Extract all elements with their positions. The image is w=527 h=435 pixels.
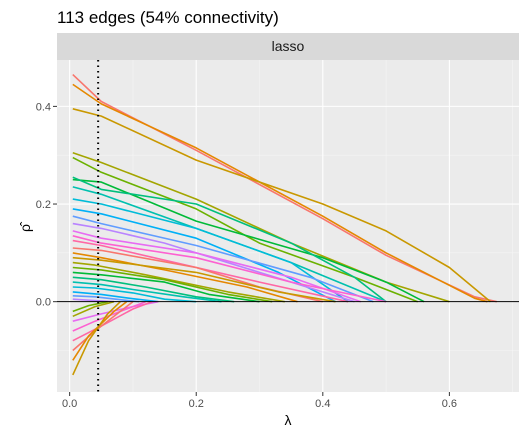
series-line bbox=[72, 215, 374, 303]
series-line bbox=[72, 266, 273, 303]
series-line bbox=[72, 235, 387, 303]
series-line bbox=[72, 286, 197, 303]
series-line bbox=[72, 152, 450, 303]
series-line bbox=[72, 295, 140, 303]
y-axis-label: ρ̂ bbox=[17, 221, 33, 232]
series-line bbox=[72, 176, 387, 303]
series-line bbox=[72, 156, 418, 303]
y-tick-label: 0.4 bbox=[36, 101, 51, 113]
series-line bbox=[72, 281, 222, 303]
series-line bbox=[72, 291, 159, 303]
series-line bbox=[72, 108, 492, 303]
series-line bbox=[72, 256, 336, 303]
series-line bbox=[72, 239, 349, 303]
plot-panel bbox=[57, 60, 519, 392]
series-line bbox=[72, 178, 425, 303]
x-axis-label: λ bbox=[285, 412, 292, 428]
reference-lines bbox=[57, 60, 519, 392]
series-line bbox=[72, 74, 497, 303]
series-line bbox=[72, 208, 336, 303]
x-tick-label: 0.0 bbox=[62, 398, 77, 410]
series-line bbox=[72, 300, 153, 342]
x-tick-label: 0.2 bbox=[189, 398, 204, 410]
axis-ticks: 0.0 0.2 0.4 0.6 0.0 0.2 0.4 bbox=[36, 101, 457, 410]
series-line bbox=[72, 230, 362, 303]
series-line bbox=[72, 198, 349, 303]
series-line bbox=[72, 301, 121, 376]
series-line bbox=[72, 271, 260, 303]
series-line bbox=[72, 252, 298, 303]
x-tick-label: 0.4 bbox=[315, 398, 330, 410]
x-tick-label: 0.6 bbox=[442, 398, 457, 410]
chart-title: 113 edges (54% connectivity) bbox=[57, 8, 279, 27]
series-line bbox=[72, 276, 235, 303]
facet-label: lasso bbox=[272, 38, 305, 54]
series-line bbox=[72, 300, 115, 318]
y-tick-label: 0.2 bbox=[36, 199, 51, 211]
series-line bbox=[72, 300, 108, 313]
y-tick-label: 0.0 bbox=[36, 297, 51, 309]
series-line bbox=[72, 301, 134, 352]
series-line bbox=[72, 83, 488, 303]
facet-strip bbox=[57, 33, 519, 60]
series-lines bbox=[72, 74, 497, 376]
series-line bbox=[72, 261, 285, 303]
